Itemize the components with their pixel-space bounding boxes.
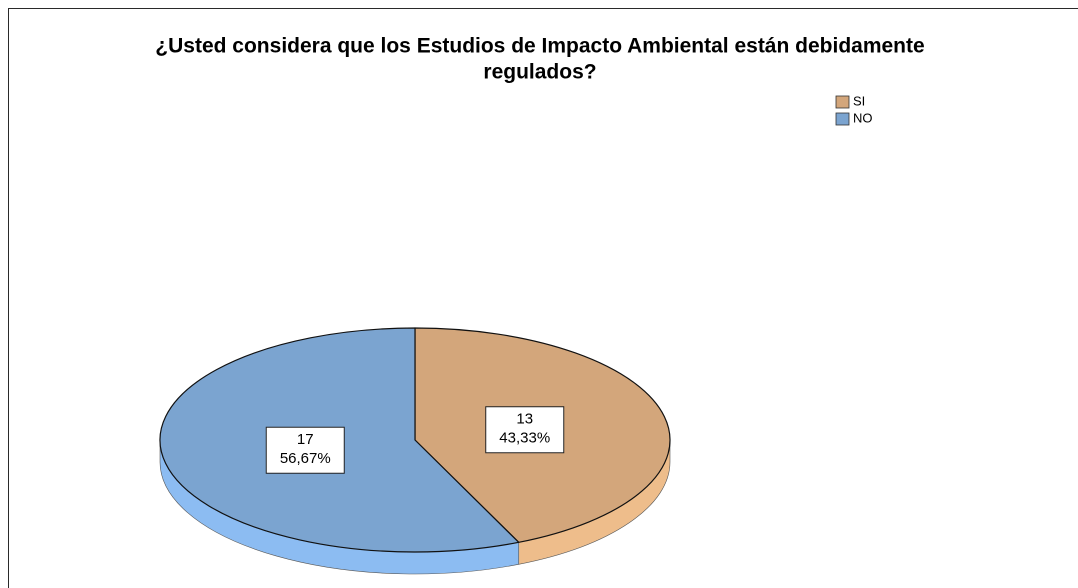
chart-title: regulados? (483, 61, 596, 84)
legend-swatch (835, 95, 850, 109)
data-label: 13 (516, 411, 533, 428)
data-label-box (265, 426, 345, 474)
data-label: 17 (297, 431, 314, 448)
legend-label: SI (853, 93, 865, 108)
chart-title: ¿Usted considera que los Estudios de Imp… (155, 35, 924, 58)
data-label: 56,67% (280, 450, 331, 467)
legend-label: NO (853, 110, 873, 125)
legend-swatch (835, 112, 850, 126)
data-label: 43,33% (499, 430, 550, 447)
data-label-box (485, 406, 565, 454)
